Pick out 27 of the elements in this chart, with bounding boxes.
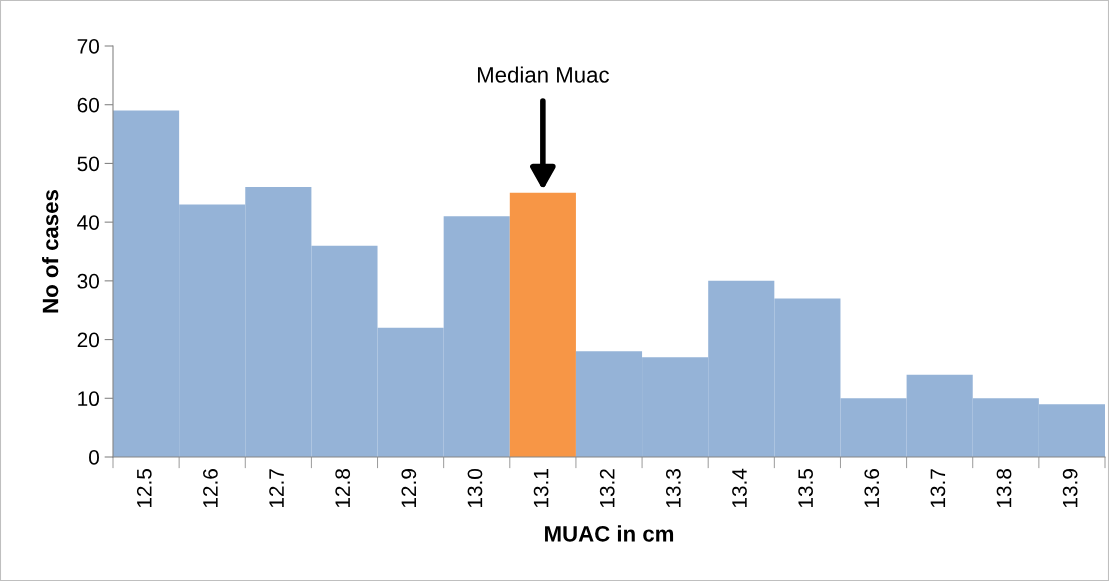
y-tick-label: 10: [78, 391, 99, 407]
x-axis-title: MUAC in cm: [545, 525, 674, 542]
x-tick-label: 13.2: [599, 469, 615, 508]
y-tick-label: 0: [89, 450, 99, 465]
bar: [509, 192, 576, 457]
y-tick-label: 60: [77, 97, 99, 113]
x-tick-label: 13.4: [732, 468, 747, 508]
x-tick-label: 13.8: [996, 469, 1012, 508]
y-tick-label: 20: [77, 332, 99, 348]
y-tick-label: 50: [77, 156, 99, 172]
x-tick-label: 12.8: [335, 469, 351, 508]
y-tick-label: 70: [77, 39, 99, 54]
annotation: Median Muac: [478, 66, 609, 83]
x-tick-label: 13.6: [864, 469, 880, 508]
x-tick-label: 13.7: [930, 469, 946, 508]
x-tick-label: 13.1: [533, 469, 549, 508]
x-tick-label: 12.7: [269, 469, 284, 508]
x-tick-label: 12.5: [136, 468, 152, 508]
x-tick-label: 13.5: [798, 468, 813, 508]
x-tick-label: 13.9: [1062, 469, 1078, 508]
x-tick-label: 13.0: [467, 468, 483, 508]
x-tick-label: 12.6: [203, 469, 218, 508]
y-axis-title: No of cases: [42, 190, 59, 313]
x-tick-label: 13.3: [665, 469, 681, 508]
y-tick-label: 40: [77, 215, 99, 230]
y-tick-label: 30: [77, 273, 99, 289]
x-tick-label: 12.9: [401, 469, 417, 508]
